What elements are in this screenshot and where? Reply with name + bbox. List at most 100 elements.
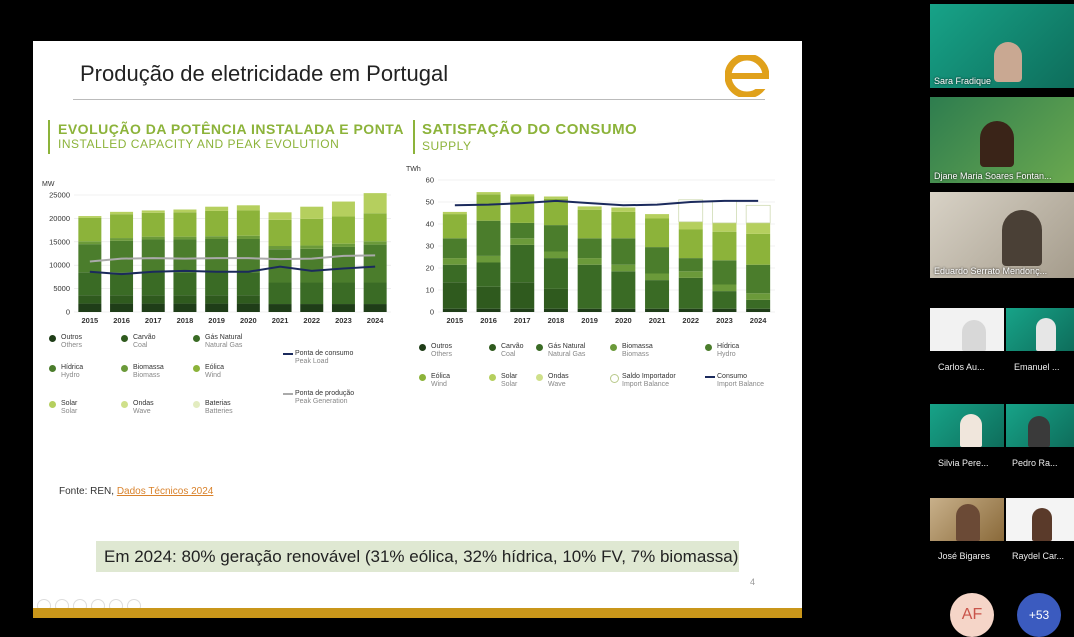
bar-segment — [611, 207, 636, 212]
bar-segment — [173, 272, 197, 296]
x-tick-label: 2024 — [367, 316, 385, 325]
bar-segment — [110, 240, 134, 273]
participant-video — [1028, 416, 1050, 447]
participant-name: Pedro Ra... — [1012, 458, 1058, 468]
bar-segment — [678, 308, 703, 312]
x-tick-label: 2021 — [272, 316, 289, 325]
bar-segment — [173, 212, 197, 237]
right-chart-svg: TWh 0 10 20 30 40 50 60 2015 2016 2017 2018 2019 2020… — [406, 166, 775, 325]
participant-name: José Bigares — [938, 551, 991, 561]
bar-segment — [712, 308, 737, 312]
bar-segment — [78, 303, 102, 312]
bar-segment — [110, 272, 134, 296]
participant-tile[interactable] — [930, 404, 1004, 447]
left-chart-subtitle: INSTALLED CAPACITY AND PEAK EVOLUTION — [58, 137, 340, 151]
bar-segment — [110, 214, 134, 239]
legend-marker — [489, 344, 496, 351]
bar-segment — [611, 211, 636, 239]
participant-tile[interactable] — [930, 498, 1004, 541]
bar-segment — [236, 272, 260, 296]
participant-tile[interactable] — [1006, 404, 1074, 447]
bar-segment — [712, 200, 737, 224]
participant-tile[interactable]: Eduardo Serrato Mendonç... — [930, 192, 1074, 278]
bar-segment — [173, 239, 197, 273]
bar-segment — [543, 196, 568, 199]
bar-segment — [678, 199, 704, 223]
more-participants-button[interactable]: +53 — [1017, 593, 1061, 637]
bar-segment — [712, 284, 737, 292]
y-tick-label: 15000 — [49, 237, 70, 246]
bar-segment — [476, 262, 501, 287]
bar-segment — [268, 304, 292, 312]
bar-segment — [442, 238, 467, 259]
legend-label: Biomassa Biomass — [622, 343, 653, 358]
participant-tile[interactable] — [1006, 498, 1074, 541]
participant-name: Emanuel ... — [1014, 362, 1060, 372]
bar-segment — [678, 277, 703, 309]
bar-segment — [510, 238, 535, 245]
x-tick-label: 2021 — [649, 316, 666, 325]
legend-marker — [121, 335, 128, 342]
bar-segment — [746, 264, 771, 294]
x-tick-label: 2016 — [480, 316, 497, 325]
bar-segment — [746, 233, 771, 265]
bar-segment — [173, 209, 197, 213]
bar-segment — [611, 271, 636, 309]
source-link[interactable]: Dados Técnicos 2024 — [116, 486, 214, 497]
bar-segment — [645, 214, 670, 219]
legend-marker — [121, 401, 128, 408]
bar-segment — [141, 236, 165, 240]
bar-segment — [110, 303, 134, 312]
bar-segment — [712, 291, 737, 309]
participant-tile[interactable]: Djane Maria Soares Fontan... — [930, 97, 1074, 183]
bar-segment — [442, 214, 467, 239]
y-tick-label: 0 — [66, 308, 70, 317]
bar-segment — [746, 308, 771, 312]
legend-label: Ponta de consumo Peak Load — [295, 350, 354, 365]
bar-segment — [78, 295, 102, 304]
bar-segment — [577, 209, 602, 239]
legend-label: Eólica Wind — [431, 373, 451, 388]
legend-label: Ondas Wave — [548, 373, 569, 388]
bar-segment — [268, 219, 292, 247]
bar-segment — [78, 241, 102, 245]
legend-label: Hídrica Hydro — [61, 364, 84, 379]
x-tick-label: 2017 — [514, 316, 531, 325]
participant-name: Carlos Au... — [938, 362, 985, 372]
participant-tile[interactable] — [930, 308, 1004, 351]
bar-segment — [543, 251, 568, 259]
legend-marker — [121, 365, 128, 372]
x-tick-label: 2020 — [615, 316, 632, 325]
page-number: 4 — [750, 577, 756, 587]
participant-name: Eduardo Serrato Mendonç... — [934, 266, 1048, 276]
bar-segment — [363, 241, 387, 245]
bar-segment — [78, 217, 102, 242]
y-tick-label: 25000 — [49, 191, 70, 200]
participant-video — [1036, 318, 1056, 351]
legend-label: Eólica Wind — [205, 364, 225, 379]
bar-segment — [141, 303, 165, 312]
participant-name: Raydel Car... — [1012, 551, 1065, 561]
participant-tile[interactable]: Sara Fradique — [930, 4, 1074, 88]
bar-segment — [442, 258, 467, 265]
legend-label: Gás Natural Natural Gas — [548, 343, 586, 358]
bar-segment — [363, 244, 387, 283]
bar-segment — [205, 206, 229, 211]
bar-segment — [611, 264, 636, 272]
bar-segment — [543, 308, 568, 312]
bar-segment — [300, 245, 324, 249]
participant-video — [962, 320, 986, 351]
participant-tile[interactable] — [1006, 308, 1074, 351]
x-tick-label: 2016 — [113, 316, 130, 325]
legend-marker — [283, 353, 293, 355]
legend-marker — [610, 344, 617, 351]
bar-segment — [268, 212, 292, 220]
user-avatar[interactable]: AF — [950, 593, 994, 637]
x-tick-label: 2019 — [208, 316, 225, 325]
bar-segment — [205, 210, 229, 237]
legend-marker — [283, 393, 293, 395]
right-chart-accent — [413, 120, 415, 154]
bar-segment — [236, 205, 260, 211]
bar-segment — [476, 192, 501, 195]
bar-segment — [577, 258, 602, 265]
